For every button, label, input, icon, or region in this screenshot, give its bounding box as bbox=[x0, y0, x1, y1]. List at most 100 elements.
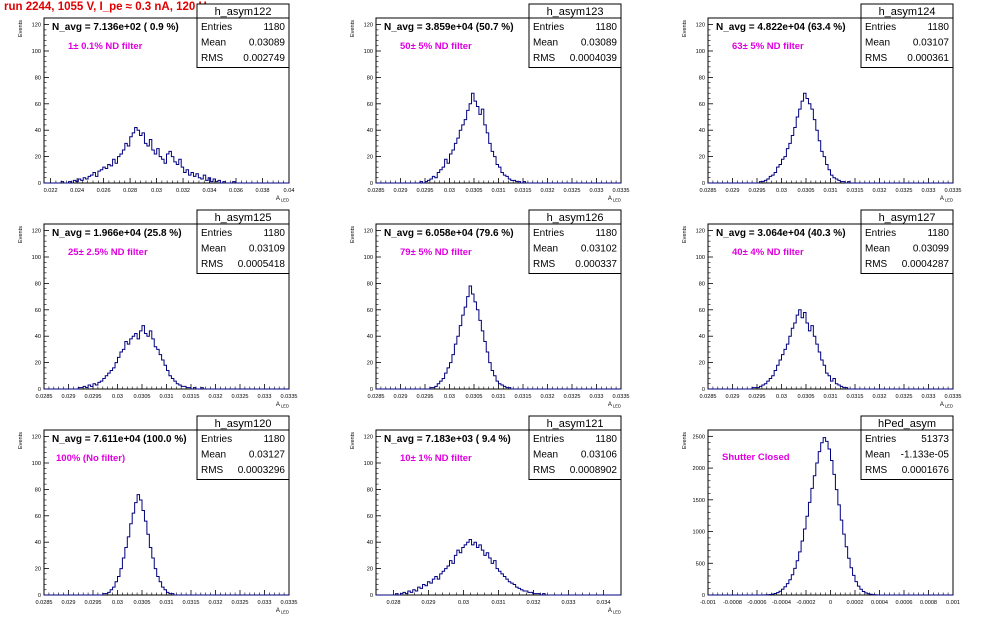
stats-box bbox=[528, 415, 622, 480]
x-tick-label: 0.031 bbox=[492, 394, 506, 400]
y-axis-title: Events bbox=[18, 432, 24, 449]
navg-label: N_avg = 3.859e+04 (50.7 %) bbox=[384, 22, 514, 33]
x-tick-label: 0.032 bbox=[873, 394, 887, 400]
stats-box bbox=[860, 209, 954, 274]
stats-key: Mean bbox=[201, 450, 226, 461]
stats-value: -1.133e-05 bbox=[901, 450, 950, 461]
stats-title: h_asym121 bbox=[547, 418, 604, 430]
x-tick-label: 0.0295 bbox=[416, 188, 433, 194]
x-axis-title: ALED bbox=[276, 608, 289, 615]
filter-label: 1± 0.1% ND filter bbox=[68, 41, 143, 52]
x-tick-label: -0.0008 bbox=[723, 600, 742, 606]
y-tick-label: 20 bbox=[35, 155, 41, 161]
x-axis-title: ALED bbox=[608, 608, 621, 615]
stats-value: 1180 bbox=[595, 228, 617, 239]
stats-key: Entries bbox=[201, 434, 232, 445]
x-tick-label: 0.032 bbox=[176, 188, 190, 194]
stats-title: hPed_asym bbox=[878, 418, 936, 430]
y-tick-label: 20 bbox=[35, 361, 41, 367]
stats-value: 0.03107 bbox=[913, 38, 950, 49]
stats-value: 1180 bbox=[595, 434, 617, 445]
stats-value: 0.0003296 bbox=[238, 465, 286, 476]
y-tick-label: 80 bbox=[367, 75, 373, 81]
x-tick-label: 0.032 bbox=[209, 600, 223, 606]
stats-value: 1180 bbox=[263, 228, 285, 239]
x-tick-label: -0.0002 bbox=[797, 600, 816, 606]
y-tick-label: 120 bbox=[364, 435, 373, 441]
y-tick-label: 0 bbox=[38, 181, 41, 187]
x-tick-label: 0.028 bbox=[387, 600, 401, 606]
histogram-line bbox=[708, 92, 953, 184]
y-tick-label: 100 bbox=[696, 49, 705, 55]
navg-label: N_avg = 7.183e+03 ( 9.4 %) bbox=[384, 434, 511, 445]
navg-label: N_avg = 1.966e+04 (25.8 %) bbox=[52, 228, 182, 239]
x-tick-label: 0.033 bbox=[562, 600, 576, 606]
navg-label: N_avg = 4.822e+04 (63.4 %) bbox=[716, 22, 846, 33]
stats-key: Mean bbox=[533, 450, 558, 461]
filter-label: 79± 5% ND filter bbox=[400, 247, 472, 258]
stats-key: Mean bbox=[201, 38, 226, 49]
x-tick-label: 0.0305 bbox=[133, 394, 150, 400]
panel-h_asym122: 0.022 0.024 0.026 0.028 0.03 0.032 0.034 0.036 0… bbox=[18, 3, 294, 203]
x-tick-label: 0.038 bbox=[256, 188, 270, 194]
filter-label: 63± 5% ND filter bbox=[732, 41, 804, 52]
y-tick-label: 60 bbox=[35, 102, 41, 108]
y-tick-label: 60 bbox=[699, 308, 705, 314]
y-tick-label: 120 bbox=[32, 229, 41, 235]
x-tick-label: 0.031 bbox=[824, 188, 838, 194]
stats-key: RMS bbox=[533, 465, 556, 476]
x-tick-label: 0.0315 bbox=[846, 394, 863, 400]
x-tick-label: 0.0305 bbox=[797, 394, 814, 400]
x-tick-label: 0.0295 bbox=[748, 188, 765, 194]
stats-value: 1180 bbox=[263, 434, 285, 445]
y-tick-label: 60 bbox=[35, 514, 41, 520]
x-tick-label: 0.032 bbox=[873, 188, 887, 194]
histogram-line bbox=[44, 325, 289, 390]
x-axis-title: ALED bbox=[276, 196, 289, 203]
x-tick-label: 0.033 bbox=[590, 394, 604, 400]
x-tick-label: 0.03 bbox=[112, 600, 123, 606]
x-tick-label: 0.0315 bbox=[514, 188, 531, 194]
y-tick-label: 40 bbox=[699, 128, 705, 134]
y-tick-label: 0 bbox=[702, 387, 705, 393]
y-tick-label: 120 bbox=[696, 229, 705, 235]
y-tick-label: 80 bbox=[35, 75, 41, 81]
x-tick-label: 0.0315 bbox=[182, 600, 199, 606]
x-tick-label: 0.036 bbox=[229, 188, 243, 194]
stats-box bbox=[528, 3, 622, 68]
y-tick-label: 80 bbox=[367, 281, 373, 287]
stats-value: 1180 bbox=[595, 22, 617, 33]
y-axis-title: Events bbox=[18, 226, 24, 243]
filter-label: 10± 1% ND filter bbox=[400, 453, 472, 464]
x-tick-label: 0.033 bbox=[590, 188, 604, 194]
histogram-line bbox=[376, 92, 621, 184]
y-tick-label: 0 bbox=[702, 181, 705, 187]
stats-title: h_asym123 bbox=[547, 6, 604, 18]
navg-label: N_avg = 7.611e+04 (100.0 %) bbox=[52, 434, 187, 445]
x-tick-label: 0.03 bbox=[444, 394, 455, 400]
x-tick-label: 0.0006 bbox=[895, 600, 912, 606]
stats-key: Mean bbox=[865, 38, 890, 49]
stats-value: 0.0005418 bbox=[238, 259, 286, 270]
stats-value: 0.002749 bbox=[243, 53, 285, 64]
x-tick-label: 0.032 bbox=[541, 394, 555, 400]
navg-label: N_avg = 6.058e+04 (79.6 %) bbox=[384, 228, 514, 239]
x-tick-label: 0.033 bbox=[922, 188, 936, 194]
y-tick-label: 100 bbox=[364, 49, 373, 55]
x-tick-label: 0.026 bbox=[97, 188, 111, 194]
x-tick-label: 0.029 bbox=[394, 188, 408, 194]
stats-key: RMS bbox=[533, 53, 556, 64]
x-tick-label: 0.032 bbox=[541, 188, 555, 194]
navg-label: N_avg = 3.064e+04 (40.3 %) bbox=[716, 228, 846, 239]
filter-label: 50± 5% ND filter bbox=[400, 41, 472, 52]
panel-h_asym120: 0.0285 0.029 0.0295 0.03 0.0305 0.031 0.0315 0.… bbox=[18, 415, 298, 615]
stats-key: RMS bbox=[865, 465, 888, 476]
x-tick-label: 0.0285 bbox=[367, 188, 384, 194]
y-tick-label: 80 bbox=[367, 487, 373, 493]
panel-h_asym124: 0.0285 0.029 0.0295 0.03 0.0305 0.031 0.0315 0.… bbox=[682, 3, 962, 203]
stats-key: Entries bbox=[201, 22, 232, 33]
stats-key: Entries bbox=[865, 22, 896, 33]
y-tick-label: 500 bbox=[696, 561, 705, 567]
x-tick-label: 0.0315 bbox=[846, 188, 863, 194]
